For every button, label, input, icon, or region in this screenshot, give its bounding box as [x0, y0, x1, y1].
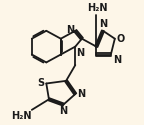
Text: N: N — [76, 48, 84, 58]
Text: O: O — [117, 34, 125, 44]
Text: H₂N: H₂N — [11, 111, 31, 121]
Text: N: N — [77, 89, 85, 99]
Text: N: N — [113, 55, 121, 65]
Text: S: S — [37, 78, 45, 88]
Text: N: N — [99, 19, 107, 29]
Text: H₂N: H₂N — [87, 3, 107, 13]
Text: N: N — [66, 25, 74, 35]
Text: N: N — [59, 106, 68, 116]
